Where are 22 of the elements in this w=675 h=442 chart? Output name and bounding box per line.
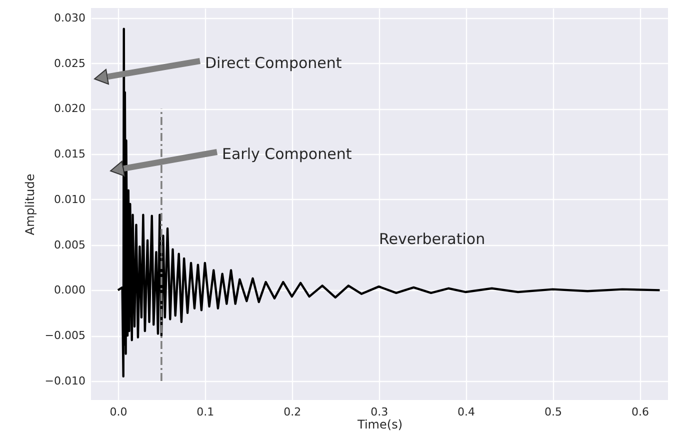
x-axis-title: Time(s) xyxy=(356,418,402,432)
x-tick-label: 0.5 xyxy=(544,406,562,418)
annotation: Early Component xyxy=(222,145,352,163)
y-tick-label: −0.010 xyxy=(44,374,86,388)
y-tick-label: 0.020 xyxy=(54,102,86,116)
y-tick-label: 0.000 xyxy=(54,284,86,297)
x-tick-label: 0.3 xyxy=(370,406,388,418)
y-tick-label: −0.005 xyxy=(44,329,86,342)
y-axis-title: Amplitude xyxy=(22,174,37,236)
x-tick-label: 0.6 xyxy=(631,406,649,418)
x-tick-label: 0.0 xyxy=(110,406,128,418)
x-tick-label: 0.1 xyxy=(196,406,214,418)
line-series xyxy=(116,28,661,378)
y-tick-label: 0.005 xyxy=(54,238,86,252)
y-tick-label: 0.025 xyxy=(54,56,86,70)
y-tick-label: 0.030 xyxy=(54,11,86,24)
annotation: Reverberation xyxy=(379,230,486,248)
y-tick-label: 0.015 xyxy=(54,148,86,161)
x-tick-label: 0.2 xyxy=(284,406,302,418)
annotation: Direct Component xyxy=(205,54,342,72)
y-tick-label: 0.010 xyxy=(54,192,86,206)
x-tick-label: 0.4 xyxy=(458,406,476,418)
